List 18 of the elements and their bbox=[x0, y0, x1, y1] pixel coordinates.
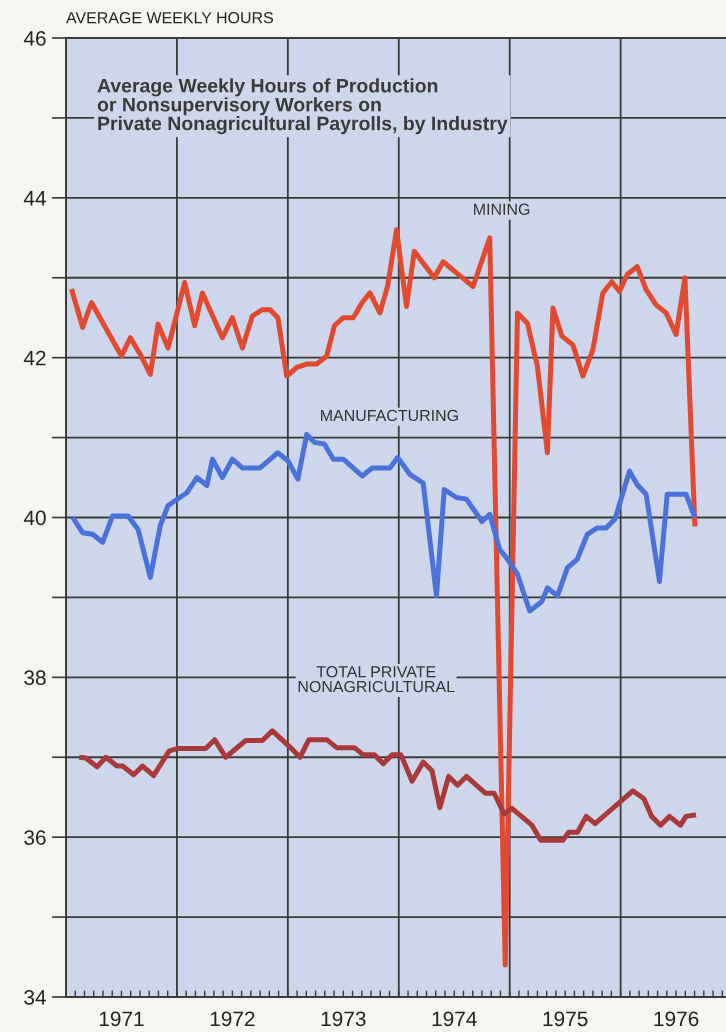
x-tick-label: 1976 bbox=[654, 1011, 699, 1027]
text: Average Weekly Hours of Production or Nonsupervisory Workers on Private Nonagricultural Payrolls, by Industry bbox=[97, 78, 508, 135]
y-tick-label: 38 bbox=[24, 670, 46, 686]
x-tick-label: 1974 bbox=[432, 1011, 477, 1027]
y-tick-label: 34 bbox=[24, 990, 46, 1005]
series-label: MINING bbox=[474, 203, 530, 215]
y-tick-label: 42 bbox=[23, 350, 46, 366]
text: TOTAL PRIVATE NONAGRICULTURAL bbox=[298, 666, 455, 693]
y-tick-label: 36 bbox=[24, 830, 46, 845]
y-tick-label: 40 bbox=[23, 510, 46, 526]
x-tick-label: 1975 bbox=[543, 1011, 588, 1027]
y-tick-label: 46 bbox=[23, 31, 46, 46]
x-tick-label: 1971 bbox=[99, 1011, 144, 1027]
y-tick-label: 44 bbox=[23, 191, 46, 206]
series-label: MANUFACTURING bbox=[321, 409, 458, 422]
y-axis-title: AVERAGE WEEKLY HOURS bbox=[66, 12, 273, 24]
x-tick-label: 1972 bbox=[210, 1011, 255, 1027]
x-tick-label: 1973 bbox=[321, 1011, 366, 1027]
